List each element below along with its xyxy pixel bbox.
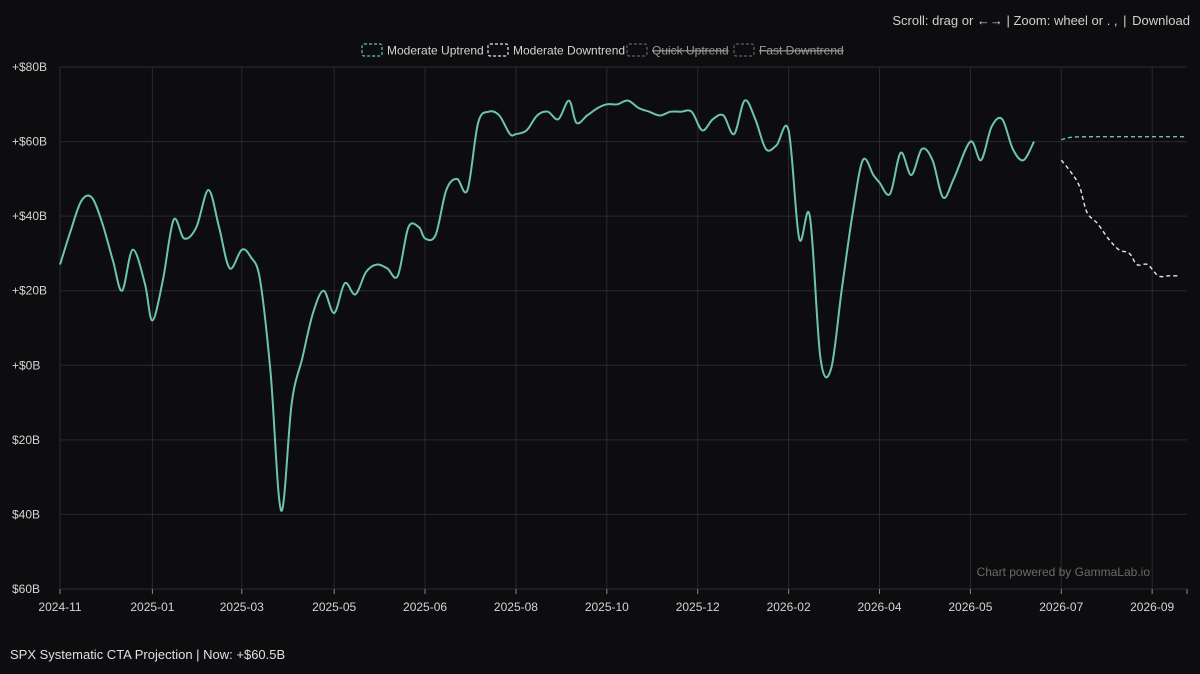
x-tick-label: 2025-03 [220, 600, 264, 614]
legend-swatch [487, 43, 509, 57]
x-tick-label: 2026-09 [1130, 600, 1174, 614]
y-tick-label: +$80B [12, 60, 47, 74]
y-tick-label: +$60B [12, 135, 47, 149]
navigation-hint: Scroll: drag or ←→ | Zoom: wheel or . , [892, 13, 1118, 28]
x-tick-label: 2025-01 [130, 600, 174, 614]
x-tick-label: 2025-08 [494, 600, 538, 614]
chart-title: SPX Systematic CTA Projection | Now: +$6… [10, 647, 286, 662]
legend-swatch [361, 43, 383, 57]
y-tick-label: +$0B [12, 358, 40, 372]
legend-item-quick-uptrend[interactable]: Quick Uptrend [626, 43, 729, 58]
grid [59, 66, 1187, 590]
legend: Moderate Uptrend Moderate Downtrend Quick … [361, 43, 844, 58]
legend-item-moderate-uptrend[interactable]: Moderate Uptrend [361, 43, 484, 58]
x-tick-label: 2024-11 [38, 600, 81, 614]
toolbar: Scroll: drag or ←→ | Zoom: wheel or . , … [892, 13, 1190, 28]
y-tick-label: $20B [12, 433, 40, 447]
y-tick-label: +$40B [12, 209, 47, 223]
x-tick-label: 2026-04 [857, 600, 901, 614]
y-tick-label: $40B [12, 507, 40, 521]
moderate-downtrend-line [1060, 159, 1180, 278]
x-tick-label: 2025-06 [403, 600, 447, 614]
y-tick-label: $60B [12, 582, 40, 596]
x-tick-label: 2026-05 [948, 600, 992, 614]
moderate-uptrend-line [1061, 136, 1187, 141]
y-tick-label: +$20B [12, 284, 47, 298]
download-button[interactable]: Download [1132, 13, 1190, 28]
legend-item-fast-downtrend[interactable]: Fast Downtrend [733, 43, 844, 58]
legend-swatch [626, 43, 648, 57]
legend-label: Quick Uptrend [652, 44, 729, 58]
history-line [59, 99, 1035, 512]
legend-label: Moderate Downtrend [513, 44, 625, 58]
legend-label: Fast Downtrend [759, 44, 844, 58]
legend-item-moderate-downtrend[interactable]: Moderate Downtrend [487, 43, 625, 58]
axes: +$80B +$60B +$40B +$20B +$0B $20B $40B $60B 2024… [12, 60, 1188, 614]
x-tick-label: 2025-12 [676, 600, 720, 614]
x-tick-label: 2026-02 [767, 600, 811, 614]
toolbar-separator: | [1123, 13, 1127, 28]
watermark: Chart powered by GammaLab.io [977, 565, 1151, 579]
legend-label: Moderate Uptrend [387, 44, 484, 58]
legend-swatch [733, 43, 755, 57]
series [59, 99, 1187, 512]
x-tick-label: 2025-05 [312, 600, 356, 614]
x-tick-label: 2025-10 [585, 600, 629, 614]
x-tick-label: 2026-07 [1039, 600, 1083, 614]
